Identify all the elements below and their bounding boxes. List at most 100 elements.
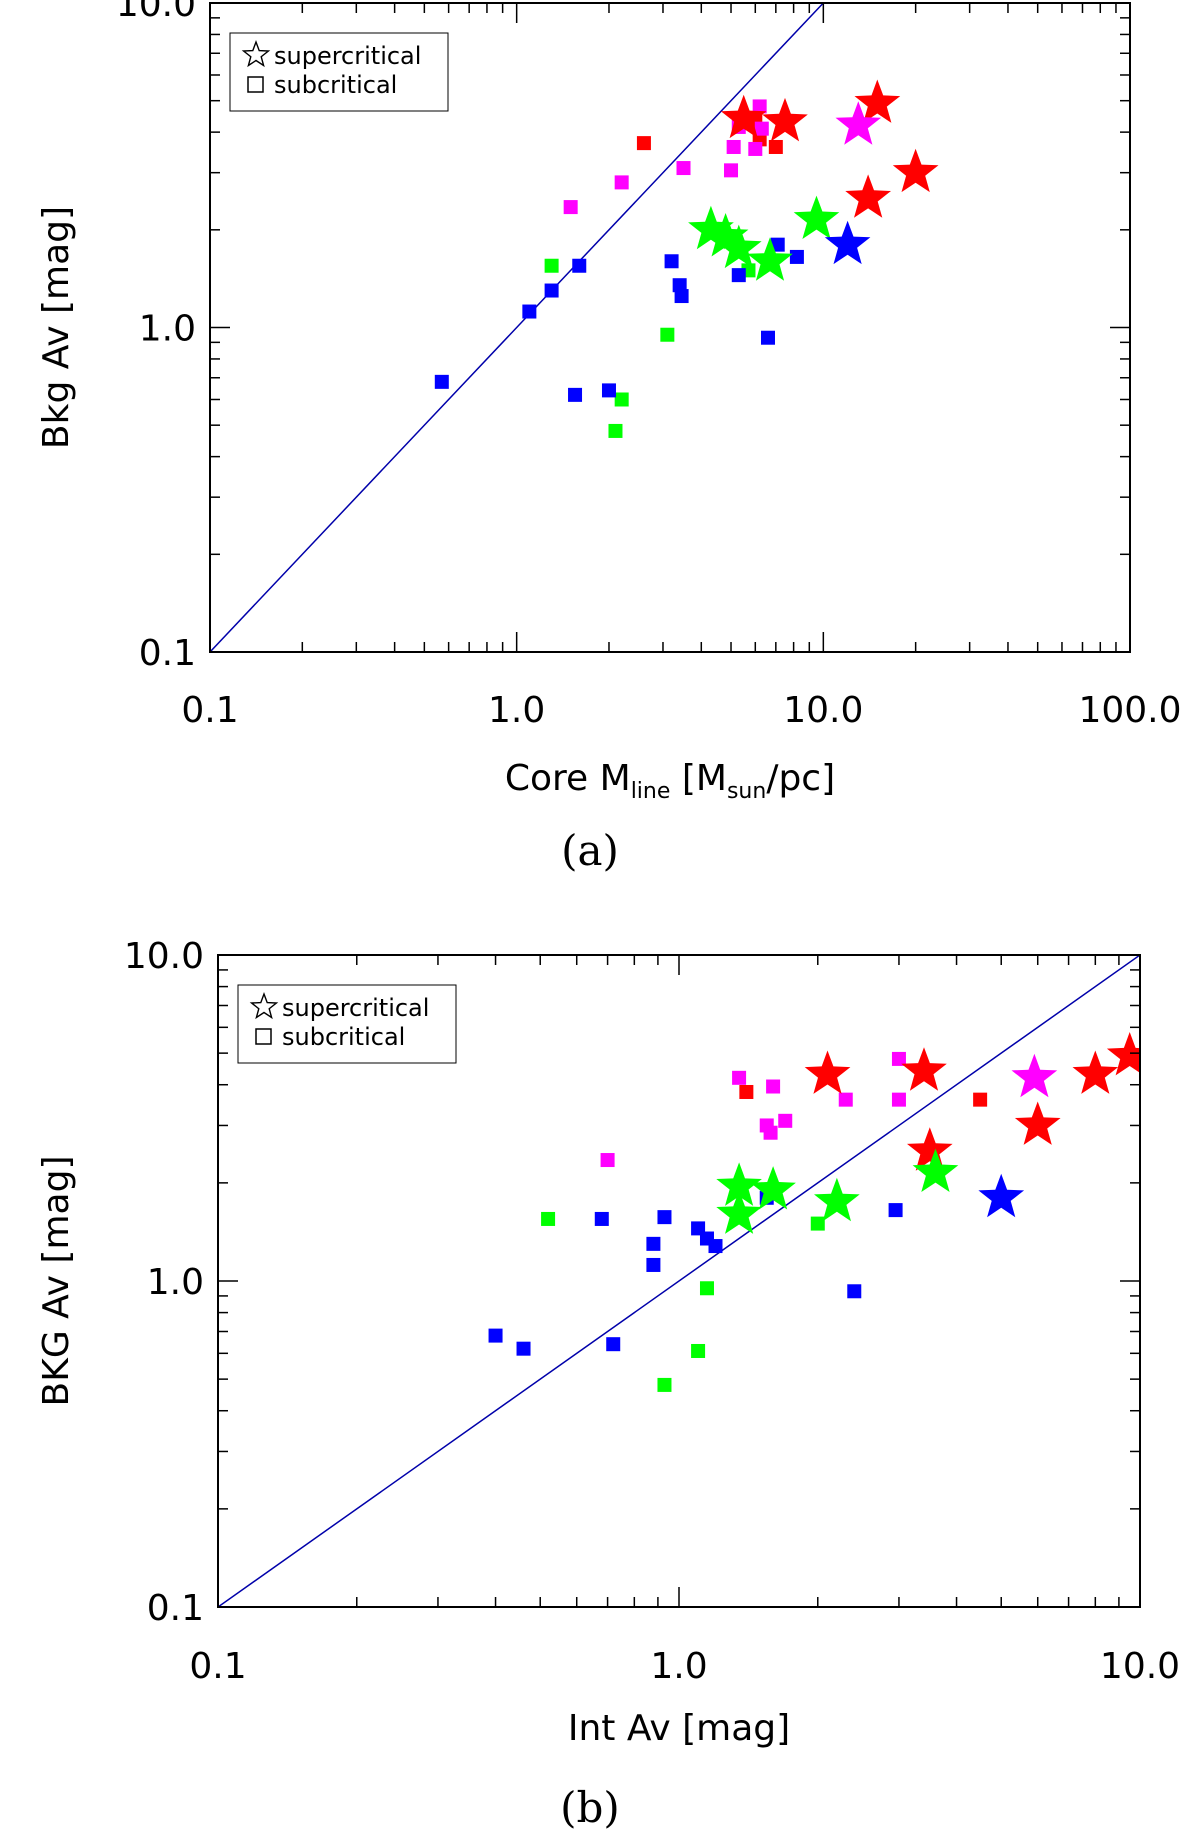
subcritical-point (810, 1216, 825, 1231)
supercritical-point (716, 224, 762, 269)
subcritical-point (768, 139, 783, 154)
subcritical-point (516, 1341, 531, 1356)
subcritical-point (891, 1051, 906, 1066)
subcritical-point (888, 1203, 903, 1218)
x-tick-label: 0.1 (189, 1646, 246, 1687)
panel-b-x-axis-label: Int Av [mag] (568, 1708, 790, 1749)
y-tick-label: 0.1 (139, 633, 196, 674)
subcritical-point (563, 200, 578, 215)
y-tick-label: 1.0 (147, 1262, 204, 1303)
subcritical-point (608, 423, 623, 438)
subcritical-point (646, 1236, 661, 1251)
subcritical-point (760, 330, 775, 345)
subcritical-point (606, 1337, 621, 1352)
y-tick-label: 0.1 (147, 1588, 204, 1629)
legend-label-subcritical: subcritical (282, 1023, 405, 1051)
supercritical-point (892, 148, 939, 193)
legend-label-supercritical: supercritical (282, 994, 429, 1022)
subcritical-point (541, 1211, 556, 1226)
legend-star-shape (241, 39, 271, 68)
panel-b-caption: (b) (560, 1783, 620, 1832)
subcritical-point (657, 1210, 672, 1225)
subcritical-point (691, 1343, 706, 1358)
subcritical-point (891, 1092, 906, 1107)
subcritical-point (646, 1257, 661, 1272)
y-tick-label: 10.0 (124, 936, 204, 977)
supercritical-point (978, 1173, 1025, 1218)
supercritical-point (1014, 1101, 1061, 1145)
subcritical-point (838, 1092, 853, 1107)
subcritical-point (544, 283, 559, 298)
legend-square-icon (247, 76, 264, 93)
subcritical-point (731, 268, 746, 283)
supercritical-point (907, 1127, 953, 1171)
supercritical-point (845, 174, 891, 218)
panel-a-legend-box (229, 32, 449, 112)
subcritical-point (726, 139, 741, 154)
supercritical-point (702, 213, 749, 257)
panel-b-legend-box (237, 984, 457, 1064)
subcritical-point (544, 258, 559, 273)
subcritical-point (568, 387, 583, 402)
panel-b-y-axis-label: BKG Av [mag] (36, 1156, 77, 1407)
subcritical-point (572, 258, 587, 273)
subcritical-point (778, 1113, 793, 1128)
supercritical-point (747, 237, 793, 281)
subcritical-point (752, 99, 767, 114)
subcritical-point (434, 374, 449, 389)
subcritical-point (763, 1125, 778, 1140)
legend-star-shape (249, 991, 279, 1020)
x-tick-label: 1.0 (488, 690, 545, 731)
y-tick-label: 10.0 (116, 0, 196, 25)
x-tick-label: 1.0 (650, 1646, 707, 1687)
supercritical-point (1106, 1032, 1140, 1076)
subcritical-point (660, 327, 675, 342)
panel-b-chart: 0.1 1.0 10.0 0.1 1.0 10.0 supercritical subcr… (36, 936, 1180, 1832)
legend-star-icon (249, 991, 279, 1020)
subcritical-point (674, 289, 689, 304)
subcritical-point (699, 1281, 714, 1296)
supercritical-point (716, 1190, 762, 1234)
x-tick-label: 100.0 (1078, 690, 1181, 731)
subcritical-point (973, 1092, 988, 1107)
legend-square-icon (255, 1028, 272, 1045)
supercritical-point (688, 205, 734, 250)
subcritical-point (789, 249, 804, 264)
subcritical-point (770, 237, 785, 252)
supercritical-point (912, 1148, 959, 1192)
panel-a-caption: (a) (561, 826, 619, 875)
subcritical-point (601, 383, 616, 398)
subcritical-point (614, 175, 629, 190)
subcritical-point (754, 121, 769, 136)
supercritical-point (824, 220, 871, 265)
supercritical-point (762, 97, 808, 142)
subcritical-point (614, 392, 629, 407)
subcritical-point (664, 254, 679, 269)
legend-label-supercritical: supercritical (274, 42, 421, 70)
panel-a-y-axis-label: Bkg Av [mag] (36, 206, 77, 449)
panel-a-chart: 0.1 1.0 10.0 100.0 0.1 1.0 10.0 supercritical … (36, 0, 1182, 875)
subcritical-point (748, 141, 763, 156)
x-tick-label: 10.0 (1100, 1646, 1180, 1687)
supercritical-point (1072, 1050, 1119, 1094)
x-tick-label: 10.0 (783, 690, 863, 731)
subcritical-point (600, 1153, 615, 1168)
supercritical-point (804, 1050, 851, 1094)
subcritical-point (676, 161, 691, 176)
reference-line-one-to-one (210, 3, 824, 652)
subcritical-point (739, 1084, 754, 1099)
subcritical-point (724, 163, 739, 178)
legend-star-icon (241, 39, 271, 68)
legend-label-subcritical: subcritical (274, 71, 397, 99)
subcritical-point (708, 1239, 723, 1254)
reference-line-one-to-one (218, 955, 1140, 1607)
supercritical-point (720, 94, 767, 139)
panel-a-x-axis-label: Core Mline [Msun/pc] (505, 758, 835, 804)
supercritical-point (750, 1166, 796, 1210)
supercritical-point (901, 1047, 947, 1091)
subcritical-point (636, 136, 651, 151)
y-tick-label: 1.0 (139, 309, 196, 350)
supercritical-point (814, 1177, 860, 1222)
x-tick-label: 0.1 (181, 690, 238, 731)
